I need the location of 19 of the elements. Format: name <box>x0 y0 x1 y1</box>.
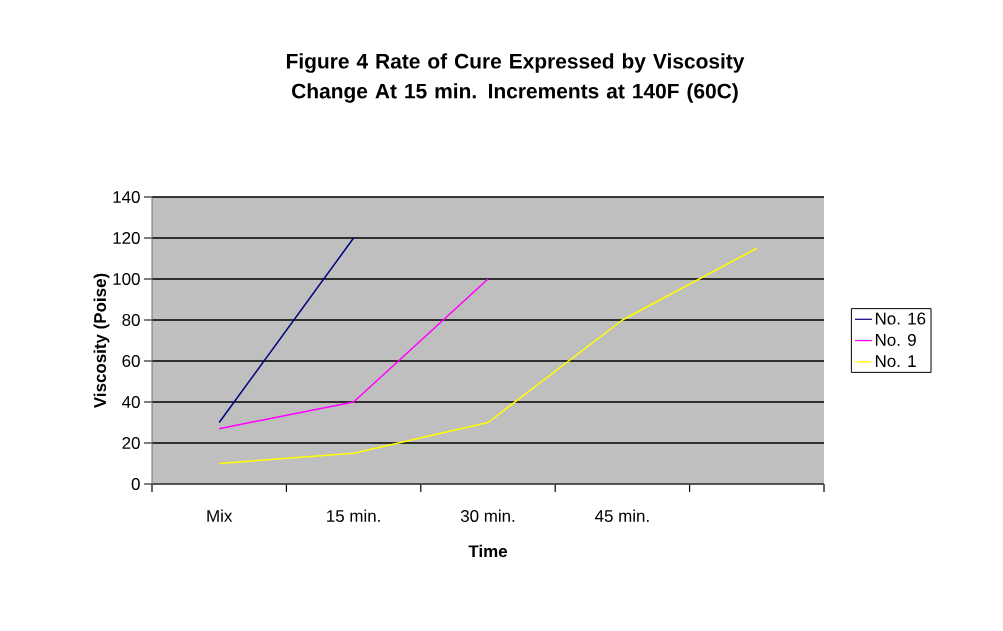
x-tick-label: 45 min. <box>595 509 649 522</box>
y-tick-label: 0 <box>131 478 140 490</box>
y-tick-label: 40 <box>122 396 140 408</box>
line-series <box>218 247 758 465</box>
y-tick-label: 100 <box>113 273 140 285</box>
chart-title: Figure 4 Rate of Cure Expressed by Viscosity Change At 15 min. Increments at 140F (60C) <box>286 53 745 103</box>
y-tick-label: 20 <box>122 437 140 449</box>
legend-label: No. 9 <box>875 333 916 346</box>
y-tick-label: 60 <box>122 355 140 367</box>
legend-label: No. 16 <box>875 312 926 325</box>
y-tick-label: 140 <box>113 191 140 203</box>
x-tick-label: 15 min. <box>327 509 380 522</box>
x-tick-label: 30 min. <box>460 509 515 522</box>
y-tick-label: 120 <box>113 232 140 244</box>
y-tick-label: 80 <box>122 314 140 326</box>
x-axis-title: Time <box>468 544 508 558</box>
y-axis-title: Viscosity (Poise) <box>93 273 110 409</box>
legend-label: No. 1 <box>875 355 916 368</box>
x-tick-label: Mix <box>207 509 233 522</box>
